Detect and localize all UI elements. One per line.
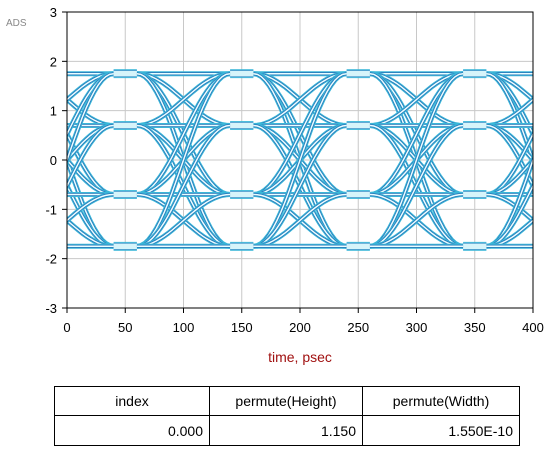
x-tick-label: 300 <box>406 320 428 335</box>
x-tick-label: 150 <box>231 320 253 335</box>
eye-trace <box>67 72 114 101</box>
eye-trace <box>486 124 533 162</box>
eye-trace <box>486 124 533 188</box>
x-tick-label: 0 <box>63 320 70 335</box>
y-tick-label: 1 <box>50 104 57 119</box>
x-axis-label: time, psec <box>268 349 332 365</box>
x-tick-label: 100 <box>173 320 195 335</box>
eye-trace <box>486 132 533 196</box>
y-tick-label: -1 <box>45 202 57 217</box>
y-tick-label: -2 <box>45 252 57 267</box>
y-tick-label: 3 <box>50 5 57 20</box>
column-header-index: index <box>54 386 210 416</box>
eye-trace <box>67 219 114 248</box>
eye-trace <box>486 193 533 222</box>
eye-traces <box>67 69 533 251</box>
y-tick-label: -3 <box>45 301 57 316</box>
eye-trace <box>67 124 114 188</box>
eye-trace <box>67 193 114 222</box>
table-header-row: index permute(Height) permute(Width) <box>54 386 520 416</box>
eye-trace <box>486 72 533 101</box>
eye-trace <box>486 219 533 248</box>
eye-trace <box>253 193 347 248</box>
eye-trace <box>486 184 533 248</box>
eye-trace <box>67 124 114 162</box>
eye-trace <box>486 158 533 196</box>
x-axis-ticks: 0 50 100 150 200 250 300 350 400 <box>63 308 544 335</box>
eye-trace <box>253 72 347 127</box>
y-tick-label: 0 <box>50 153 57 168</box>
y-tick-label: 2 <box>50 54 57 69</box>
eye-trace <box>136 124 231 248</box>
x-tick-label: 400 <box>522 320 544 335</box>
cell-height: 1.150 <box>209 415 363 446</box>
x-tick-label: 200 <box>289 320 311 335</box>
eye-trace <box>136 72 231 127</box>
column-header-width: permute(Width) <box>362 386 520 416</box>
eye-trace <box>67 98 114 127</box>
eye-trace <box>67 72 114 163</box>
eye-trace <box>67 132 114 196</box>
results-table: index permute(Height) permute(Width) 0.0… <box>54 386 520 446</box>
eye-trace <box>369 72 464 127</box>
table-row: 0.000 1.150 1.550E-10 <box>54 415 520 446</box>
x-tick-label: 350 <box>464 320 486 335</box>
ads-badge: ADS <box>6 18 27 29</box>
x-tick-label: 50 <box>118 320 132 335</box>
eye-trace <box>67 184 114 248</box>
eye-trace <box>369 124 464 248</box>
eye-trace <box>486 72 533 163</box>
cell-index: 0.000 <box>54 415 210 446</box>
eye-trace <box>253 124 347 248</box>
eye-trace <box>369 193 464 248</box>
column-header-height: permute(Height) <box>209 386 363 416</box>
eye-trace <box>486 98 533 127</box>
x-tick-label: 250 <box>347 320 369 335</box>
y-axis-ticks: 3 2 1 0 -1 -2 -3 <box>45 5 67 316</box>
eye-trace <box>136 193 231 248</box>
cell-width: 1.550E-10 <box>362 415 520 446</box>
eye-trace <box>67 158 114 196</box>
